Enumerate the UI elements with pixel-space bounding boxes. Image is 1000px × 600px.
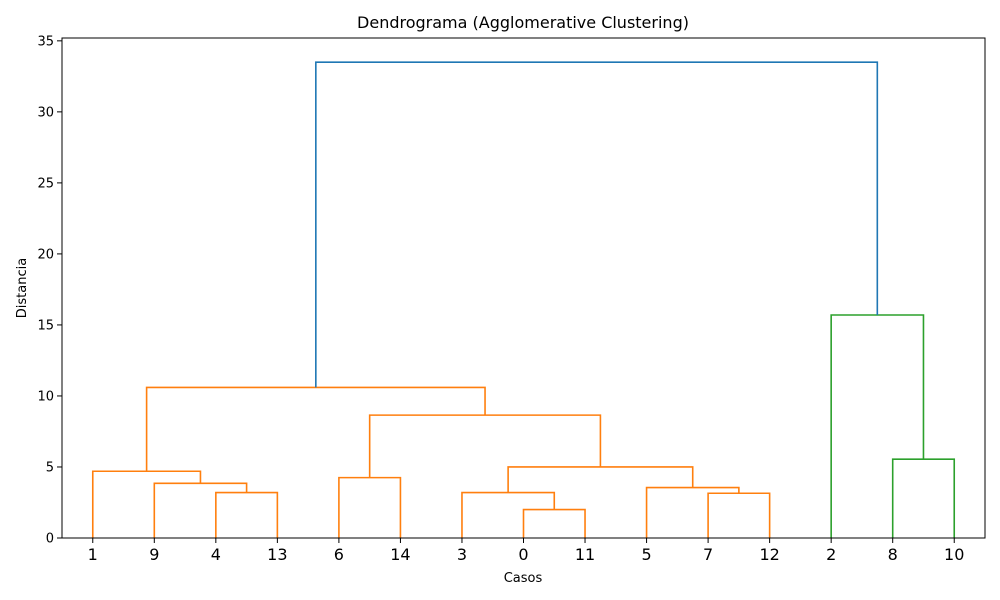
merge-4-13	[215, 491, 279, 538]
dendrogram-links	[91, 61, 956, 538]
merge-0-11	[522, 508, 586, 538]
leaf-label-8: 8	[888, 545, 898, 564]
merge-1-9-4-13	[91, 470, 202, 538]
y-tick-label: 0	[46, 532, 54, 547]
merge-7-12	[707, 492, 771, 538]
merge-8-10	[891, 458, 956, 538]
y-tick-label: 20	[37, 247, 54, 262]
leaf-label-10: 10	[944, 545, 964, 564]
y-tick-label: 5	[46, 460, 54, 475]
y-tick-label: 25	[37, 176, 54, 191]
y-tick-label: 30	[37, 105, 54, 120]
x-axis-title: Casos	[504, 571, 543, 586]
leaf-label-7: 7	[703, 545, 713, 564]
leaf-label-11: 11	[575, 545, 595, 564]
merge-6-14-group	[368, 414, 602, 478]
leaf-label-12: 12	[759, 545, 779, 564]
y-tick-label: 15	[37, 318, 54, 333]
leaf-label-13: 13	[267, 545, 287, 564]
leaf-label-14: 14	[390, 545, 410, 564]
leaf-label-1: 1	[88, 545, 98, 564]
y-tick-label: 35	[37, 34, 54, 49]
merge-green-cluster	[830, 314, 925, 538]
leaf-label-0: 0	[518, 545, 528, 564]
merge-6-14	[338, 476, 402, 538]
merge-3-0-11-5-7-12	[507, 466, 694, 493]
merge-9-4-13	[153, 482, 248, 538]
x-axis-ticks: 1 9 4 13 6 14 3 0 11 5 7 12 2 8 10	[88, 538, 964, 564]
merge-orange-cluster	[145, 386, 486, 472]
leaf-label-9: 9	[149, 545, 159, 564]
leaf-label-2: 2	[826, 545, 836, 564]
leaf-label-3: 3	[457, 545, 467, 564]
leaf-label-5: 5	[641, 545, 651, 564]
y-tick-label: 10	[37, 389, 54, 404]
merge-3-0-11	[461, 491, 556, 538]
y-axis-ticks: 0 5 10 15 20 25 30 35	[37, 34, 62, 547]
plot-frame	[61, 37, 986, 539]
chart-title: Dendrograma (Agglomerative Clustering)	[357, 13, 689, 32]
leaf-label-6: 6	[334, 545, 344, 564]
leaf-label-4: 4	[211, 545, 221, 564]
merge-root	[315, 61, 879, 388]
merge-5-7-12	[645, 486, 740, 538]
y-axis-title: Distancia	[15, 258, 30, 318]
